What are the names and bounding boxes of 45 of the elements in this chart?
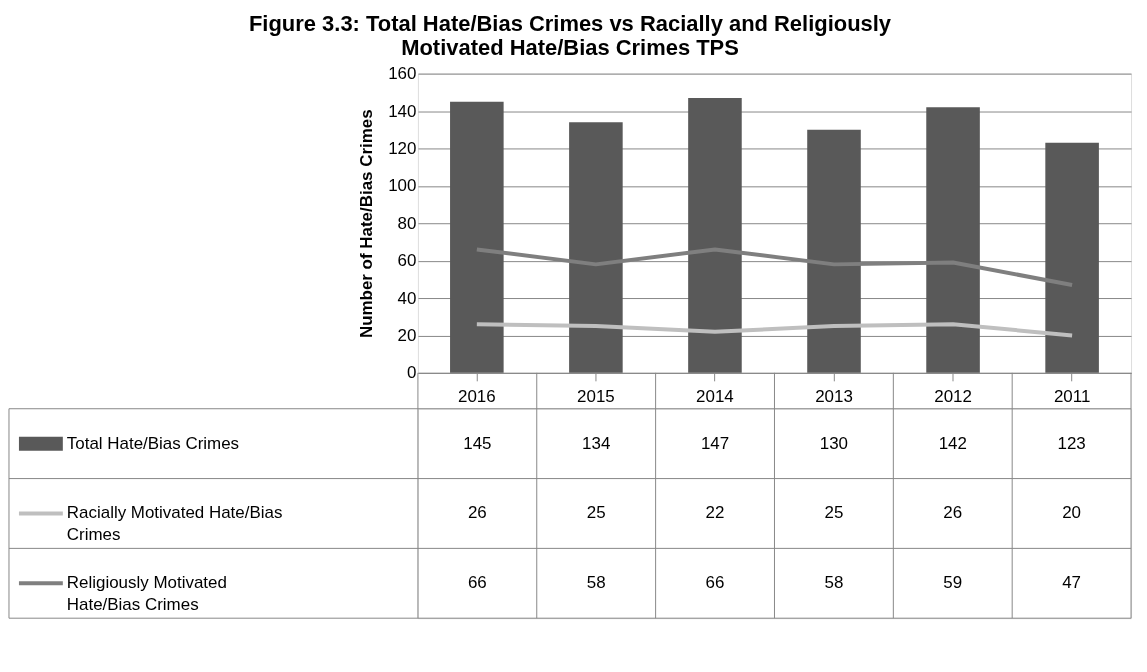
bar [926, 107, 980, 373]
data-label: 147 [700, 433, 730, 453]
bar [569, 122, 623, 373]
y-tick-label: 60 [397, 251, 417, 271]
legend-label: Racially Motivated Hate/Bias Crimes [66, 503, 283, 545]
bar [807, 129, 861, 373]
y-tick-label: 40 [397, 288, 417, 308]
data-label: 25 [586, 503, 606, 523]
y-tick-label: 160 [388, 64, 417, 84]
data-label: 130 [819, 433, 849, 453]
chart-title: Figure 3.3: Total Hate/Bias Crimes vs Racially and Religiously Motivated Hate/Bias Crimes TPS [248, 11, 892, 61]
data-label: 142 [938, 433, 967, 453]
data-label: 25 [824, 503, 844, 523]
data-label: 47 [1062, 573, 1082, 593]
data-label: 59 [943, 573, 963, 593]
data-label: 134 [582, 433, 611, 453]
x-tick-label: 2015 [577, 387, 615, 407]
data-label: 66 [467, 573, 487, 593]
y-tick-label: 20 [397, 325, 417, 345]
x-tick-label: 2012 [934, 387, 972, 407]
line-series [474, 322, 1075, 338]
data-label: 145 [463, 433, 492, 453]
data-label: 66 [705, 573, 725, 593]
data-label: 58 [586, 573, 606, 593]
data-label: 123 [1057, 433, 1086, 453]
x-tick-label: 2016 [458, 387, 496, 407]
y-tick-label: 120 [388, 138, 417, 158]
legend-label: Religiously Motivated Hate/Bias Crimes [66, 573, 227, 615]
y-tick-label: 100 [388, 176, 417, 196]
data-label: 58 [824, 573, 844, 593]
x-tick-label: 2013 [815, 387, 853, 407]
bar [688, 97, 742, 373]
x-tick-label: 2014 [696, 387, 734, 407]
x-tick-label: 2011 [1053, 387, 1091, 407]
y-tick-label: 0 [406, 363, 417, 383]
data-label: 20 [1062, 503, 1082, 523]
y-tick-label: 80 [397, 213, 417, 233]
data-label: 26 [943, 503, 963, 523]
data-label: 22 [705, 503, 725, 523]
y-tick-label: 140 [388, 101, 417, 121]
y-axis-title: Number of Hate/Bias Crimes [357, 109, 377, 339]
legend-label: Total Hate/Bias Crimes [66, 433, 240, 453]
data-label: 26 [467, 503, 487, 523]
bar [450, 101, 504, 373]
bar [1045, 142, 1099, 373]
